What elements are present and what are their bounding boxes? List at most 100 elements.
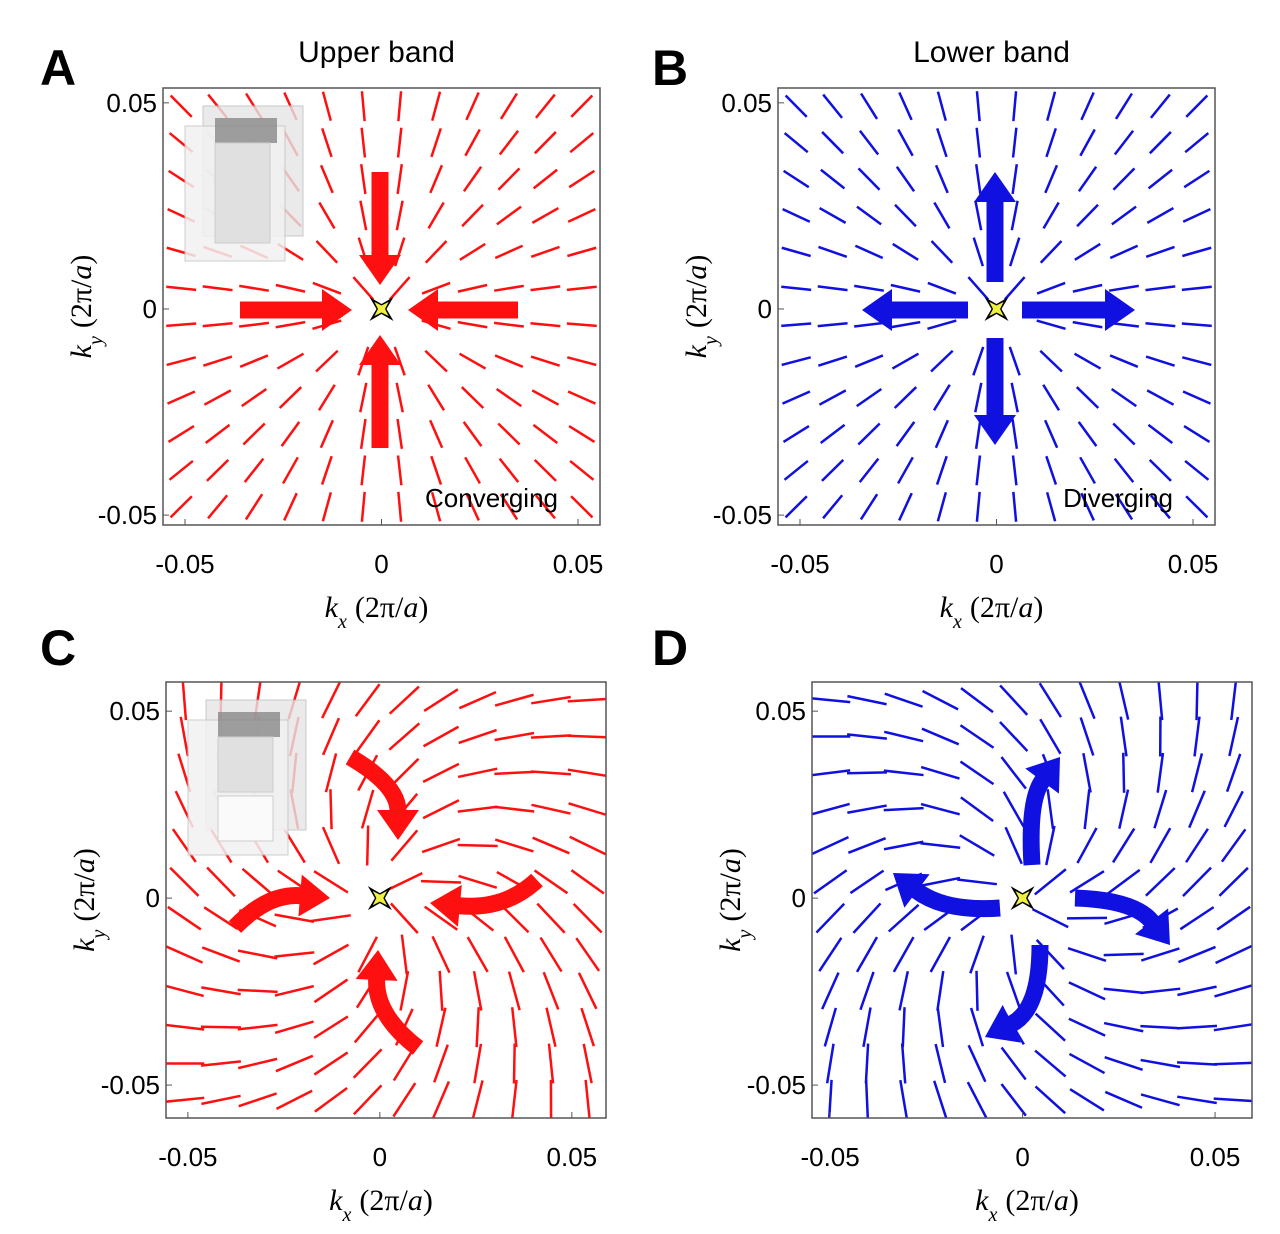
dirac-point-core	[372, 891, 387, 906]
field-segment	[1118, 682, 1130, 720]
field-segment	[1153, 789, 1168, 829]
field-segment	[530, 770, 572, 776]
field-segment	[433, 1044, 449, 1083]
label-part: k	[65, 344, 98, 358]
field-segment	[244, 493, 264, 521]
field-segment	[200, 1060, 242, 1067]
field-segment	[464, 128, 481, 157]
arrow-head	[985, 1004, 1022, 1043]
field-segment	[567, 246, 597, 258]
field-segment	[781, 246, 811, 258]
label-part: (2π/	[65, 279, 98, 328]
field-segment	[1148, 458, 1172, 482]
field-segment	[534, 93, 556, 119]
field-segment	[493, 321, 524, 328]
y-tick-label: 0	[146, 883, 160, 913]
field-segment	[1083, 789, 1091, 830]
field-segment	[569, 132, 595, 154]
field-segment	[936, 1007, 945, 1048]
field-segment	[1005, 971, 1022, 1011]
field-segment	[1176, 1061, 1218, 1066]
label-part: (2π/	[714, 872, 747, 921]
field-segment	[360, 491, 366, 522]
field-segment	[321, 91, 332, 122]
field-segment	[324, 753, 338, 793]
field-segment	[530, 245, 560, 258]
field-segment	[567, 734, 606, 739]
field-segment	[566, 285, 597, 292]
field-segment	[1044, 164, 1059, 194]
field-segment	[1000, 1046, 1027, 1081]
y-tick-label: 0.05	[109, 696, 160, 726]
field-segment	[422, 799, 460, 820]
field-segment	[1044, 825, 1056, 866]
field-segment	[883, 769, 924, 777]
panel-title: Upper band	[298, 36, 455, 69]
field-segment	[1181, 322, 1212, 328]
inset-core	[214, 142, 271, 244]
field-segment	[319, 164, 334, 194]
field-segment	[1216, 905, 1251, 931]
field-segment	[1228, 716, 1240, 757]
field-segment	[242, 422, 266, 446]
field-segment	[567, 768, 606, 778]
field-segment	[1077, 166, 1098, 193]
inset-core	[217, 795, 274, 842]
field-segment	[313, 870, 349, 894]
field-segment	[1145, 867, 1176, 897]
field-segment	[1045, 455, 1058, 485]
field-segment	[274, 984, 315, 997]
field-segment	[1042, 384, 1061, 411]
label-part: k	[975, 1184, 989, 1217]
panel-letter: A	[40, 40, 76, 96]
field-segment	[512, 1043, 516, 1084]
label-part: )	[714, 848, 747, 858]
label-part: (2π/	[355, 591, 404, 624]
field-segment	[166, 322, 197, 328]
field-segment	[570, 495, 594, 519]
field-segment	[781, 285, 812, 292]
label-part: y	[85, 336, 107, 347]
field-segment	[1140, 947, 1180, 962]
field-segment	[580, 1007, 596, 1047]
field-segment	[1145, 285, 1176, 292]
field-segment	[1182, 246, 1212, 258]
label-part: a	[403, 591, 418, 624]
field-segment	[960, 687, 994, 714]
field-segment	[431, 1080, 451, 1118]
field-segment	[357, 936, 379, 973]
field-segment	[999, 721, 1029, 752]
field-segment	[530, 285, 561, 292]
field-segment	[1000, 1083, 1027, 1117]
x-axis-label: kx (2π/a)	[325, 591, 429, 633]
field-segment	[566, 322, 597, 328]
field-segment	[1147, 168, 1173, 190]
field-segment	[856, 387, 883, 408]
field-segment	[821, 131, 845, 155]
field-segment	[1109, 354, 1139, 368]
field-segment	[427, 201, 445, 230]
field-segment	[1068, 981, 1106, 1001]
field-segment	[812, 835, 850, 856]
field-segment	[967, 276, 990, 301]
field-segment	[1195, 682, 1199, 721]
field-segment	[498, 129, 520, 156]
field-segment	[927, 319, 957, 331]
field-segment	[317, 384, 336, 411]
field-segment	[898, 92, 913, 121]
field-segment	[936, 127, 948, 158]
field-segment	[975, 970, 979, 1011]
field-segment	[893, 386, 918, 409]
field-segment	[353, 1011, 382, 1044]
x-axis-label: kx (2π/a)	[329, 1184, 433, 1226]
field-segment	[1149, 827, 1172, 864]
field-segment	[967, 1044, 987, 1083]
field-segment	[424, 349, 448, 373]
field-segment	[813, 869, 848, 895]
field-segment	[275, 320, 306, 329]
field-segment	[385, 872, 423, 892]
arrow-shaft	[1022, 775, 1050, 866]
arrow-shaft	[345, 749, 407, 812]
field-segment	[862, 1007, 872, 1048]
